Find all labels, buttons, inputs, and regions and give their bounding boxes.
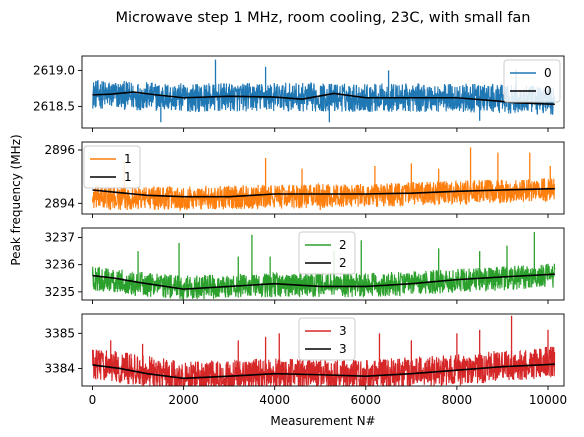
- legend-0: 00: [503, 59, 561, 103]
- smoothed-series-3: [92, 363, 555, 380]
- subplot-plot-area: [92, 59, 556, 123]
- smoothed-series-2: [92, 273, 555, 290]
- x-tick-label: 0: [89, 393, 97, 407]
- y-tick-label: 2619.0: [33, 63, 75, 77]
- y-tick-label: 3235: [44, 285, 75, 299]
- y-tick-label: 2618.5: [33, 99, 75, 113]
- subplot-grid: 2619.02618.50028962894113237323632352233…: [33, 55, 567, 407]
- smoothed-series-1: [92, 187, 555, 198]
- legend-label: 1: [124, 152, 132, 166]
- y-tick-label: 3236: [44, 258, 75, 272]
- chart-title: Microwave step 1 MHz, room cooling, 23C,…: [115, 10, 530, 26]
- legend-2: 22: [298, 231, 356, 275]
- legend-label: 2: [339, 238, 347, 252]
- y-tick-label: 2896: [44, 143, 75, 157]
- subplot-frame: [81, 313, 565, 387]
- y-tick-label: 3384: [44, 361, 75, 375]
- subplot-frame: [81, 55, 565, 129]
- y-tick-label: 2894: [44, 196, 75, 210]
- x-tick-label: 10000: [529, 393, 567, 407]
- x-tick-label: 4000: [259, 393, 290, 407]
- x-tick-label: 8000: [442, 393, 473, 407]
- x-tick-label: 6000: [351, 393, 382, 407]
- y-tick-label: 3237: [44, 231, 75, 245]
- legend-label: 0: [544, 84, 552, 98]
- legend-1: 11: [83, 145, 141, 189]
- legend-label: 3: [339, 324, 347, 338]
- smoothed-series-0: [92, 91, 555, 106]
- legend-label: 1: [124, 170, 132, 184]
- subplot-plot-area: [91, 315, 556, 386]
- y-axis-label: Peak frequency (MHz): [9, 134, 23, 265]
- legend-label: 3: [339, 342, 347, 356]
- raw-series-2: [91, 263, 556, 300]
- subplot-frame: [81, 141, 565, 215]
- legend-label: 0: [544, 66, 552, 80]
- y-tick-label: 3385: [44, 326, 75, 340]
- x-axis-label: Measurement N#: [270, 414, 375, 428]
- x-tick-label: 2000: [168, 393, 199, 407]
- raw-series-0: [92, 80, 556, 115]
- subplot-frame: [81, 227, 565, 301]
- legend-label: 2: [339, 256, 347, 270]
- raw-series-1: [91, 178, 556, 212]
- legend-3: 33: [298, 317, 356, 361]
- subplot-plot-area: [91, 147, 556, 212]
